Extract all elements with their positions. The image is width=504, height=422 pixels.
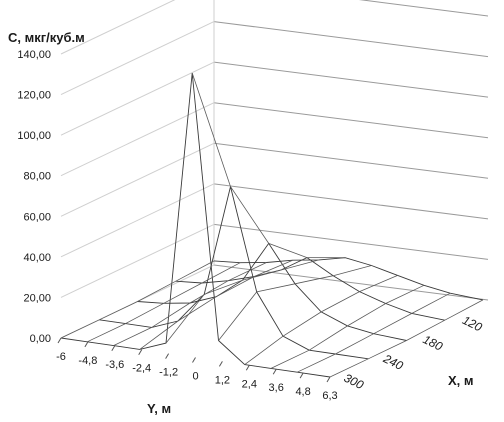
y-tick-mark xyxy=(272,368,277,375)
y-tick-labels: -6 -4,8 -3,6 -2,4 -1,2 0 1,2 2,4 3,6 4,8 6,3 xyxy=(56,337,338,402)
y-tick-mark xyxy=(84,341,89,348)
z-tick-labels: 0,00 20,00 40,00 60,00 80,00 100,00 120,00 140,… xyxy=(17,49,51,345)
surface-line-y xyxy=(191,72,346,259)
y-tick-mark xyxy=(111,345,116,352)
surface-line-x xyxy=(137,242,407,341)
gridline-back xyxy=(358,0,489,17)
gridline-side xyxy=(60,183,215,258)
y-tick-mark xyxy=(192,357,196,363)
y-tick-label: -6 xyxy=(56,351,66,363)
surface-line-y xyxy=(270,284,425,369)
y-tick-label: 1,2 xyxy=(215,374,230,386)
y-tick-label: 0 xyxy=(192,371,198,383)
z-axis-title: C, мкг/куб.м xyxy=(8,30,85,45)
y-tick-label: 2,4 xyxy=(242,378,257,390)
y-tick-label: 4,8 xyxy=(295,386,310,398)
y-tick-mark xyxy=(57,337,62,344)
gridline-back xyxy=(213,223,489,260)
y-tick-mark xyxy=(218,361,223,367)
gridline-side xyxy=(60,0,176,55)
y-tick-mark xyxy=(326,376,331,383)
surface-line-y xyxy=(60,260,215,339)
gridlines xyxy=(60,0,489,339)
x-tick-label: 120 xyxy=(460,313,484,335)
z-tick-label: 140,00 xyxy=(17,49,51,61)
gridline-side xyxy=(60,21,215,96)
surface-line-y xyxy=(139,259,293,350)
y-axis-title: Y, м xyxy=(147,401,171,416)
gridline-back xyxy=(213,102,489,139)
surface-line-y xyxy=(297,292,451,373)
y-tick-label: -4,8 xyxy=(78,355,97,367)
y-tick-label: -1,2 xyxy=(159,367,178,379)
z-tick-label: 0,00 xyxy=(30,333,51,345)
gridline-side xyxy=(60,102,215,177)
surface-mesh xyxy=(60,72,484,378)
gridline-side xyxy=(60,223,215,298)
gridline-back xyxy=(213,142,489,179)
gridline-back xyxy=(213,264,489,301)
y-tick-label: 3,6 xyxy=(269,382,284,394)
y-tick-mark xyxy=(299,372,304,379)
x-tick-label: 240 xyxy=(380,351,405,373)
x-tick-label: 180 xyxy=(421,332,445,354)
x-tick-label: 60 xyxy=(503,295,504,314)
z-tick-label: 100,00 xyxy=(17,130,51,142)
gridline-back xyxy=(213,21,489,58)
y-tick-mark xyxy=(245,365,250,371)
surface-line-y xyxy=(87,262,241,343)
surface-line-y xyxy=(113,262,267,346)
gridline-back xyxy=(213,61,489,98)
surface-line-y xyxy=(329,299,484,378)
y-tick-label: -2,4 xyxy=(132,363,151,375)
y-tick-mark xyxy=(138,349,143,355)
z-tick-label: 20,00 xyxy=(23,292,51,304)
y-tick-label: -3,6 xyxy=(105,359,124,371)
gridline-side xyxy=(60,142,215,217)
z-tick-label: 80,00 xyxy=(23,171,51,183)
z-tick-label: 40,00 xyxy=(23,252,51,264)
y-tick-label: 6,3 xyxy=(322,390,337,402)
x-tick-label: 300 xyxy=(342,371,366,393)
y-tick-mark xyxy=(165,353,170,359)
surface-line-x xyxy=(60,72,331,378)
surface-line-y xyxy=(165,259,320,344)
x-axis-title: X, м xyxy=(448,373,474,388)
x-tick-labels: 60 120 180 240 300 xyxy=(342,295,504,392)
gridline-side xyxy=(60,61,215,136)
gridline-back xyxy=(213,183,489,220)
surface-line-y xyxy=(244,275,398,365)
z-tick-label: 60,00 xyxy=(23,211,51,223)
z-tick-label: 120,00 xyxy=(17,90,51,102)
surface-line-y xyxy=(218,265,372,341)
